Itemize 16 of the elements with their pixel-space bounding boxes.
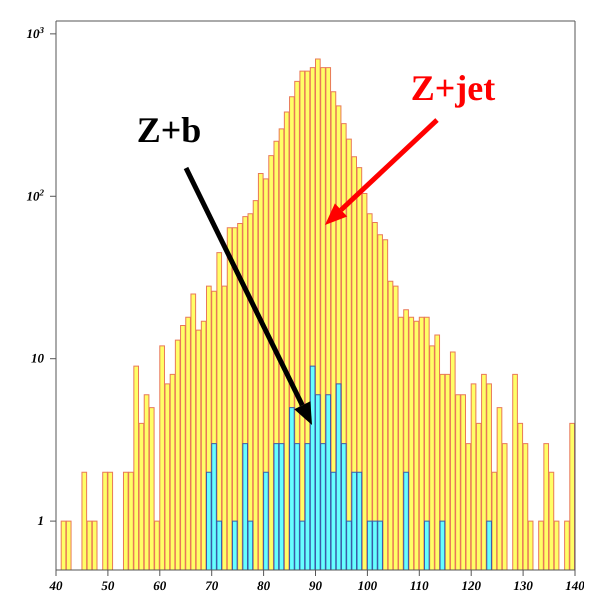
y-tick-label: 1	[38, 513, 44, 528]
x-tick-label: 80	[257, 578, 271, 593]
x-tick-label: 40	[48, 578, 63, 593]
text: Z+b	[136, 110, 202, 150]
y-tick-label: 10$^{3}$	[26, 24, 44, 41]
y-tick-label: 10$^{2}$	[26, 187, 44, 204]
x-tick-label: 70	[205, 578, 219, 593]
y-tick-label: 10	[31, 350, 44, 366]
x-tick-label: 50	[101, 578, 115, 593]
x-tick-label: 130	[513, 578, 534, 593]
x-tick-label: 90	[309, 578, 322, 593]
x-tick-label: 100	[358, 578, 378, 593]
x-tick-label: 60	[153, 578, 167, 593]
x-tick-label: 120	[461, 578, 482, 593]
x-tick-label: 110	[410, 578, 430, 593]
series-label: Z+jet	[410, 68, 496, 108]
